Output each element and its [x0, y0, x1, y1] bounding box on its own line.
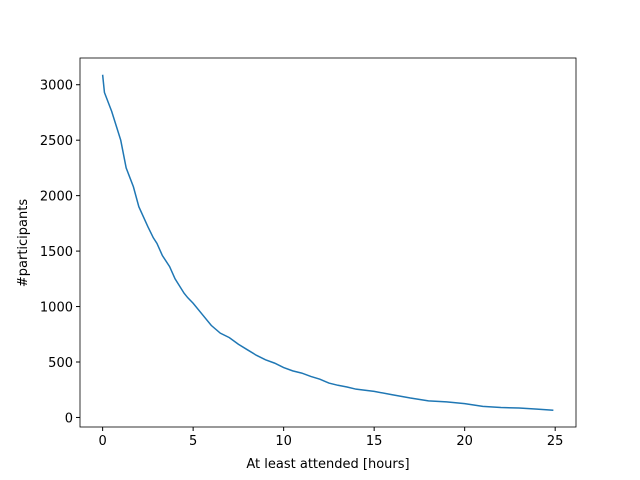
x-tick-label: 15	[366, 434, 383, 449]
data-line	[101, 74, 554, 411]
y-tick-label: 3000	[40, 79, 73, 94]
y-tick-label: 1000	[40, 301, 73, 316]
x-tick-label: 25	[547, 434, 564, 449]
y-tick-label: 1500	[40, 245, 73, 260]
plot-frame	[79, 57, 577, 428]
x-tick-label: 10	[275, 434, 292, 449]
y-tick-label: 500	[48, 356, 73, 371]
x-tick-label: 0	[98, 434, 106, 449]
x-tick-label: 5	[189, 434, 197, 449]
y-tick-label: 2500	[40, 134, 73, 149]
y-tick-label: 0	[65, 411, 73, 426]
x-tick-label: 20	[456, 434, 473, 449]
x-axis-label: At least attended [hours]	[246, 457, 409, 472]
y-tick-label: 2000	[40, 190, 73, 205]
y-axis-label: #participants	[16, 199, 31, 287]
